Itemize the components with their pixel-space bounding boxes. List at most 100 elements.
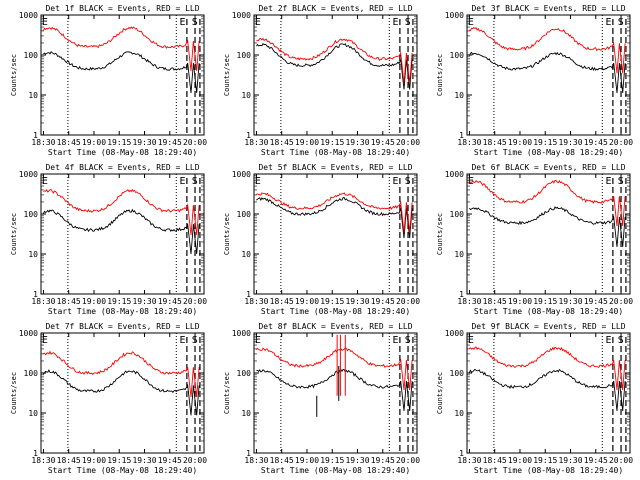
y-tick-label: 10: [241, 250, 251, 259]
events-series-line: [43, 369, 200, 416]
flag-letter: S: [192, 335, 198, 346]
panel-det-2: Det 2f BLACK = Events, RED = LLD 1 10 100 10…: [223, 4, 420, 157]
x-tick-label: 19:15: [107, 297, 131, 306]
y-tick-label: 10: [454, 409, 464, 418]
x-tick-label: 19:15: [320, 297, 344, 306]
x-tick-label: 19:00: [295, 456, 319, 465]
plot-frame: [466, 14, 631, 136]
x-tick-label: 18:30: [457, 456, 481, 465]
y-axis-label: Counts/sec: [223, 213, 231, 255]
x-tick-label: 18:45: [57, 297, 81, 306]
x-tick-label: 20:00: [396, 297, 420, 306]
y-tick-label: 100: [24, 51, 39, 60]
x-tick-label: 20:00: [183, 138, 207, 147]
y-axis-label: Counts/sec: [223, 54, 231, 96]
x-tick-label: 19:30: [345, 138, 369, 147]
flag-letter: E: [606, 335, 612, 346]
x-tick-label: 18:30: [457, 297, 481, 306]
plot-frame: [40, 173, 205, 295]
events-series-line: [468, 51, 626, 94]
y-tick-label: 10: [28, 91, 38, 100]
lld-series-line: [469, 346, 626, 391]
flag-letter: E: [393, 176, 399, 187]
y-tick-label: 1000: [232, 11, 251, 20]
events-series-line: [469, 206, 626, 248]
panel-title: Det 4f BLACK = Events, RED = LLD: [45, 163, 199, 172]
x-tick-label: 19:15: [533, 456, 557, 465]
flag-letter: E: [180, 176, 186, 187]
x-tick-label: 19:00: [295, 297, 319, 306]
panel-title: Det 9f BLACK = Events, RED = LLD: [471, 322, 625, 331]
panel-title: Det 6f BLACK = Events, RED = LLD: [471, 163, 625, 172]
y-tick-label: 100: [450, 51, 465, 60]
x-tick-label: 18:45: [270, 297, 294, 306]
y-tick-label: 10: [454, 91, 464, 100]
flag-letter: E: [393, 335, 399, 346]
y-axis-label: Counts/sec: [436, 54, 444, 96]
flag-letter: S: [405, 176, 411, 187]
panel-det-4: Det 4f BLACK = Events, RED = LLD 1 10 100 10…: [10, 163, 207, 316]
x-axis-label: Start Time (08-May-08 18:29:40): [261, 148, 410, 157]
flag-letter: S: [618, 335, 624, 346]
panel-det-9: Det 9f BLACK = Events, RED = LLD 1 10 100 10…: [436, 322, 633, 475]
flag-letter: E: [180, 17, 186, 28]
events-series-line: [256, 196, 413, 239]
y-axis-label: Counts/sec: [10, 372, 18, 414]
lld-series-line: [469, 179, 626, 227]
y-axis-label: Counts/sec: [10, 54, 18, 96]
plot-frame: [253, 173, 418, 295]
events-series-line: [43, 50, 200, 94]
y-axis-label: Counts/sec: [10, 213, 18, 255]
y-tick-label: 100: [24, 210, 39, 219]
lld-series-line: [469, 26, 626, 74]
x-tick-label: 19:30: [558, 297, 582, 306]
x-tick-label: 19:30: [558, 456, 582, 465]
panel-det-5: Det 5f BLACK = Events, RED = LLD 1 10 100 10…: [223, 163, 420, 316]
flag-letter: E: [468, 176, 474, 187]
y-tick-label: 100: [237, 51, 252, 60]
x-tick-label: 18:45: [483, 297, 507, 306]
events-series-line: [43, 208, 200, 255]
panel-det-1: Det 1f BLACK = Events, RED = LLD 1 10 100 10…: [10, 4, 207, 157]
flag-letter: E: [255, 335, 261, 346]
flag-letter: E: [393, 17, 399, 28]
panel-det-7: Det 7f BLACK = Events, RED = LLD 1 10 100 10…: [10, 322, 207, 475]
y-tick-label: 1000: [445, 170, 464, 179]
x-tick-label: 19:00: [82, 138, 106, 147]
x-tick-label: 19:15: [107, 456, 131, 465]
y-tick-label: 100: [450, 369, 465, 378]
y-axis-label: Counts/sec: [223, 372, 231, 414]
events-series-line: [256, 368, 413, 412]
x-tick-label: 18:45: [57, 456, 81, 465]
y-tick-label: 100: [237, 369, 252, 378]
panel-title: Det 3f BLACK = Events, RED = LLD: [471, 4, 625, 13]
flag-letter: S: [192, 176, 198, 187]
x-tick-label: 19:00: [508, 138, 532, 147]
x-tick-label: 19:30: [132, 138, 156, 147]
flag-letter: S: [192, 17, 198, 28]
y-tick-label: 10: [28, 250, 38, 259]
x-tick-label: 20:00: [396, 138, 420, 147]
y-tick-label: 1: [246, 131, 251, 140]
lld-series-line: [43, 188, 200, 235]
x-tick-label: 19:15: [533, 297, 557, 306]
x-tick-label: 19:45: [371, 297, 395, 306]
x-tick-label: 20:00: [609, 297, 633, 306]
x-tick-label: 19:15: [533, 138, 557, 147]
x-tick-label: 18:30: [244, 456, 268, 465]
x-tick-label: 19:45: [371, 138, 395, 147]
x-tick-label: 18:30: [31, 456, 55, 465]
x-tick-label: 19:45: [158, 138, 182, 147]
flag-letter: S: [618, 17, 624, 28]
y-tick-label: 10: [241, 409, 251, 418]
panel-title: Det 1f BLACK = Events, RED = LLD: [45, 4, 199, 13]
x-axis-label: Start Time (08-May-08 18:29:40): [474, 148, 623, 157]
plot-frame: [40, 332, 205, 454]
x-tick-label: 20:00: [396, 456, 420, 465]
x-tick-label: 18:30: [31, 297, 55, 306]
x-tick-label: 19:00: [508, 297, 532, 306]
x-tick-label: 19:45: [584, 456, 608, 465]
plot-frame: [466, 173, 631, 295]
y-axis-label: Counts/sec: [436, 372, 444, 414]
